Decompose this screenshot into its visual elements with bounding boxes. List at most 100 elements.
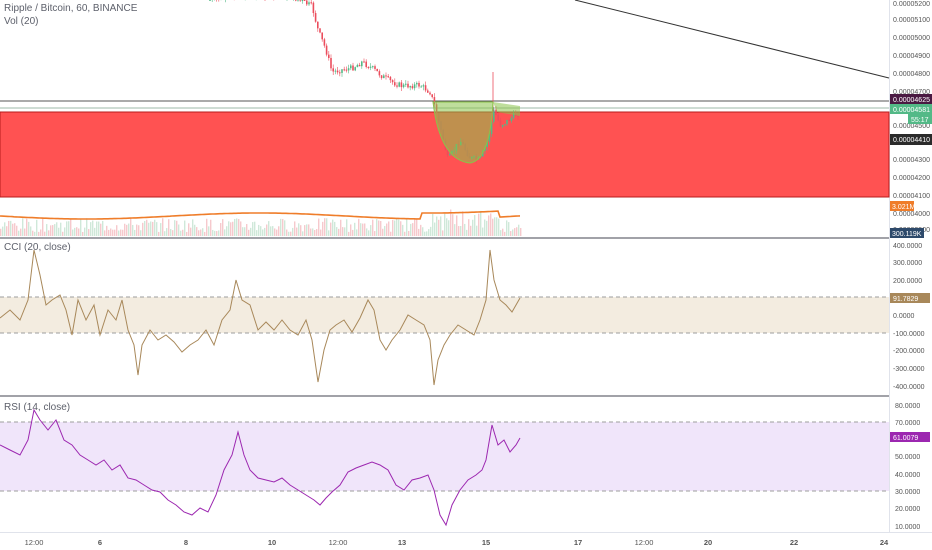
price-tick-label: 0.00004500 <box>893 123 930 130</box>
handle-pattern-drawing[interactable] <box>493 102 520 116</box>
volume-bar <box>406 219 408 236</box>
cci-tick-label: -400.0000 <box>893 384 925 391</box>
volume-ma-tag: 3.021M <box>890 201 916 211</box>
volume-bar <box>50 225 52 236</box>
volume-bar <box>326 218 328 236</box>
time-tick-label: 6 <box>98 538 102 547</box>
volume-bar <box>202 228 204 236</box>
volume-bar <box>8 220 10 236</box>
trend-line[interactable] <box>574 0 890 79</box>
volume-bar <box>154 219 156 236</box>
cci-axis[interactable]: 400.0000300.0000200.0000100.00000.0000-1… <box>893 243 925 391</box>
price-tick-label: 0.00004000 <box>893 211 930 218</box>
volume-bar <box>242 227 244 236</box>
cup-pattern-drawing[interactable] <box>432 101 494 164</box>
volume-bar <box>410 223 412 236</box>
volume-bar <box>144 220 146 236</box>
volume-bar <box>446 218 448 236</box>
volume-bar <box>48 230 50 236</box>
volume-bar <box>178 224 180 236</box>
volume-bar <box>228 221 230 236</box>
volume-bar <box>460 226 462 236</box>
rsi-axis[interactable]: 80.000070.000060.000050.000040.000030.00… <box>895 403 920 531</box>
candle-body <box>354 67 356 71</box>
volume-bar <box>232 221 234 236</box>
volume-bar <box>376 219 378 236</box>
cci-indicator-label[interactable]: CCI (20, close) <box>4 242 71 253</box>
cci-pane[interactable] <box>0 249 889 386</box>
volume-bar <box>320 229 322 236</box>
cci-tick-label: 200.0000 <box>893 278 922 285</box>
volume-bar <box>214 230 216 236</box>
volume-bar <box>390 231 392 236</box>
volume-bar <box>308 224 310 236</box>
candle-body <box>517 116 519 118</box>
candle-body <box>310 2 312 4</box>
volume-bar <box>36 219 38 236</box>
cci-tick-label: -300.0000 <box>893 366 925 373</box>
volume-bar <box>194 224 196 236</box>
volume-bar <box>216 231 218 236</box>
volume-bar <box>364 223 366 236</box>
volume-bar <box>422 227 424 236</box>
candle-body <box>387 76 389 78</box>
candle-body <box>328 54 330 58</box>
svg-text:0.00004410: 0.00004410 <box>893 137 930 144</box>
volume-bar <box>176 220 178 236</box>
volume-bar <box>88 229 90 236</box>
cci-value-tag: 91.7829 <box>890 293 930 303</box>
svg-text:91.7829: 91.7829 <box>893 296 918 303</box>
volume-bar <box>16 225 18 236</box>
candle-body <box>332 68 334 72</box>
rsi-tick-label: 80.0000 <box>895 403 920 410</box>
volume-bar <box>288 231 290 236</box>
volume-bar <box>314 230 316 236</box>
volume-bar <box>356 229 358 236</box>
price-tick-label: 0.00005000 <box>893 35 930 42</box>
volume-bar <box>56 222 58 236</box>
candle-body <box>409 86 411 88</box>
rsi-indicator-label[interactable]: RSI (14, close) <box>4 402 71 413</box>
candle-body <box>429 92 431 95</box>
volume-bar <box>454 224 456 236</box>
volume-bar <box>418 228 420 236</box>
volume-bar <box>18 230 20 236</box>
main-price-pane[interactable] <box>0 0 890 236</box>
volume-bar <box>78 228 80 236</box>
volume-bar <box>346 219 348 236</box>
volume-bar <box>296 227 298 236</box>
volume-bar <box>174 220 176 236</box>
volume-bar <box>434 222 436 236</box>
candle-body <box>358 64 361 67</box>
candle-body <box>508 119 510 121</box>
symbol-title[interactable]: Ripple / Bitcoin, 60, BINANCE <box>4 3 138 14</box>
candle-body <box>427 90 429 93</box>
candle-body <box>385 75 387 77</box>
volume-bar <box>306 224 308 236</box>
candle-body <box>488 134 491 142</box>
volume-bar <box>170 229 172 236</box>
volume-bar <box>408 230 410 236</box>
candle-body <box>312 2 315 14</box>
price-tag-timer: 55:17 <box>908 114 932 124</box>
time-axis[interactable]: 12:00 6 8 10 12:00 13 15 17 12:00 20 22 24 <box>25 538 889 547</box>
volume-bar <box>108 229 110 236</box>
candle-body <box>343 69 345 71</box>
volume-bar <box>210 219 212 236</box>
volume-bar <box>98 221 100 236</box>
rsi-band-background <box>0 422 889 491</box>
volume-bar <box>102 220 104 236</box>
candle-body <box>376 68 378 72</box>
volume-bar <box>114 229 116 236</box>
rsi-tick-label: 40.0000 <box>895 472 920 479</box>
volume-bar <box>272 226 274 236</box>
candle-body <box>323 39 326 46</box>
svg-text:300.119K: 300.119K <box>892 231 922 238</box>
volume-indicator-label[interactable]: Vol (20) <box>4 16 39 27</box>
candle-body <box>299 0 301 1</box>
rsi-pane[interactable] <box>0 408 889 527</box>
volume-bar <box>420 224 422 236</box>
candle-body <box>209 0 211 1</box>
volume-bar <box>64 227 66 236</box>
